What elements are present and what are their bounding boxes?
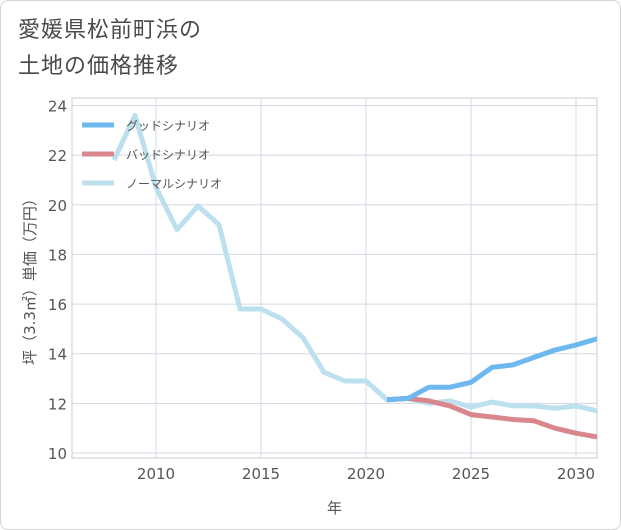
x-tick-label: 2010 xyxy=(137,465,175,483)
series-line-2 xyxy=(111,112,597,414)
y-tick-label: 20 xyxy=(48,197,67,215)
y-tick-label: 16 xyxy=(48,296,67,314)
x-tick-label: 2020 xyxy=(347,465,385,483)
x-tick-label: 2025 xyxy=(452,465,490,483)
x-tick-label: 2015 xyxy=(242,465,280,483)
x-tick-label: 2030 xyxy=(557,465,595,483)
title-line-1: 愛媛県松前町浜の xyxy=(18,18,203,43)
y-tick-label: 22 xyxy=(48,147,67,165)
legend-label-0: グッドシナリオ xyxy=(126,119,210,133)
y-tick-label: 14 xyxy=(48,346,67,364)
legend-label-2: ノーマルシナリオ xyxy=(126,177,222,191)
y-tick-label: 24 xyxy=(48,97,67,115)
series-line-1 xyxy=(386,395,597,440)
plot-area xyxy=(71,97,598,459)
chart-title: 愛媛県松前町浜の 土地の価格推移 xyxy=(18,13,202,85)
x-axis-title: 年 xyxy=(327,499,342,517)
y-tick-label: 10 xyxy=(48,445,67,463)
title-line-2: 土地の価格推移 xyxy=(18,54,180,79)
y-tick-label: 18 xyxy=(48,246,67,264)
legend-label-1: バッドシナリオ xyxy=(126,148,210,162)
series-line-0 xyxy=(386,336,597,403)
y-tick-label: 12 xyxy=(48,395,67,413)
y-axis-title: 坪（3.3㎡）単価（万円） xyxy=(21,191,39,365)
